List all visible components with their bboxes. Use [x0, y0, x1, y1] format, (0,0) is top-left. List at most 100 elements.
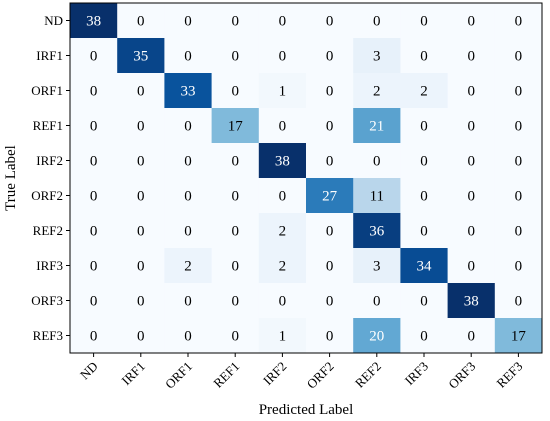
x-tick-label: REF2 — [352, 359, 384, 391]
cell-value-label: 27 — [322, 189, 338, 205]
cell-value-label: 0 — [420, 189, 428, 205]
cell-value-label: 0 — [467, 189, 475, 205]
heatmap-cell — [494, 318, 543, 354]
heatmap-cell — [211, 178, 260, 214]
y-tick-label: REF1 — [33, 118, 63, 133]
heatmap-cell — [117, 178, 165, 214]
y-tick-label: IRF2 — [36, 153, 63, 168]
cell-value-label: 0 — [137, 119, 145, 135]
heatmap-cell — [447, 38, 496, 74]
heatmap-cell — [70, 248, 118, 284]
heatmap-cell — [164, 248, 213, 284]
heatmap-cell — [211, 143, 260, 179]
heatmap-cell — [211, 318, 260, 354]
cell-value-label: 0 — [279, 49, 287, 65]
heatmap-cell — [258, 3, 307, 39]
heatmap-cell — [70, 213, 118, 249]
heatmap-cell — [211, 73, 260, 109]
cell-value-label: 11 — [370, 189, 384, 205]
heatmap-cell — [306, 38, 354, 74]
heatmap-cell — [447, 143, 496, 179]
heatmap-cell — [306, 3, 354, 39]
cell-value-label: 17 — [228, 119, 244, 135]
y-tick-label: IRF3 — [36, 258, 63, 273]
heatmap-cell — [400, 108, 449, 144]
heatmap-cell — [211, 283, 260, 319]
cell-value-label: 21 — [369, 119, 384, 135]
cell-value-label: 0 — [467, 49, 475, 65]
x-tick-label: REF3 — [493, 359, 525, 391]
heatmap-cell — [494, 3, 543, 39]
cell-value-label: 0 — [515, 294, 523, 310]
cell-value-label: 0 — [137, 294, 145, 310]
cell-value-label: 0 — [137, 329, 145, 345]
cell-value-label: 2 — [420, 84, 428, 100]
cell-value-label: 0 — [137, 189, 145, 205]
cell-value-label: 0 — [137, 154, 145, 170]
cell-value-label: 0 — [184, 119, 192, 135]
cell-value-label: 0 — [515, 84, 523, 100]
cell-value-label: 0 — [184, 189, 192, 205]
cell-value-label: 34 — [417, 259, 433, 275]
cell-value-label: 0 — [231, 84, 239, 100]
heatmap-cell — [494, 283, 543, 319]
heatmap-cell — [400, 178, 449, 214]
cell-value-label: 2 — [184, 259, 192, 275]
heatmap-cell — [258, 178, 307, 214]
heatmap-cell — [164, 73, 213, 109]
heatmap-cell — [494, 38, 543, 74]
cell-value-label: 0 — [326, 224, 334, 240]
heatmap-cell — [117, 318, 165, 354]
heatmap-cell — [306, 73, 354, 109]
heatmap-cell — [117, 248, 165, 284]
cell-value-label: 0 — [279, 119, 287, 135]
heatmap-cell — [164, 143, 213, 179]
cell-value-label: 0 — [90, 154, 98, 170]
cell-value-label: 0 — [137, 84, 145, 100]
cell-value-label: 0 — [90, 329, 98, 345]
x-tick-label: ND — [77, 359, 101, 383]
cell-value-label: 0 — [184, 294, 192, 310]
cell-value-label: 1 — [279, 84, 287, 100]
heatmap-cell — [447, 213, 496, 249]
x-tick-label: ORF3 — [445, 359, 478, 392]
cell-value-label: 0 — [231, 154, 239, 170]
x-tick-label: IRF2 — [260, 359, 290, 389]
cell-value-label: 0 — [90, 119, 98, 135]
heatmap-cell — [258, 213, 307, 249]
heatmap-cell — [164, 318, 213, 354]
heatmap-cell — [400, 248, 449, 284]
x-tick-label: ORF2 — [304, 359, 337, 392]
cell-value-label: 0 — [515, 224, 523, 240]
heatmap-cell — [164, 283, 213, 319]
heatmap-cell — [258, 108, 307, 144]
heatmap-cell — [494, 248, 543, 284]
heatmap-cell — [400, 38, 449, 74]
heatmap-cell — [494, 73, 543, 109]
heatmap-cell — [353, 283, 401, 319]
heatmap-cell — [258, 73, 307, 109]
heatmap-cell — [494, 143, 543, 179]
cell-value-label: 0 — [467, 329, 475, 345]
heatmap-cell — [447, 73, 496, 109]
cell-value-label: 38 — [275, 154, 290, 170]
cell-value-label: 35 — [133, 49, 148, 65]
cell-value-label: 0 — [137, 14, 145, 30]
heatmap-cell — [117, 108, 165, 144]
cell-value-label: 33 — [181, 84, 196, 100]
heatmap-cell — [400, 3, 449, 39]
y-tick-label: ORF1 — [31, 83, 63, 98]
heatmap-cell — [70, 73, 118, 109]
cell-value-label: 0 — [90, 224, 98, 240]
cell-value-label: 0 — [326, 329, 334, 345]
y-tick-label: IRF1 — [36, 48, 63, 63]
cell-value-label: 36 — [369, 224, 385, 240]
cell-value-label: 0 — [515, 14, 523, 30]
heatmap-cell — [447, 178, 496, 214]
heatmap-cell — [117, 283, 165, 319]
x-axis-label: Predicted Label — [259, 402, 354, 418]
heatmap-cell — [70, 108, 118, 144]
y-tick-labels: ND IRF1 ORF1 REF1 IRF2 ORF2 REF2 IRF3 ORF3 REF3 — [31, 13, 70, 343]
heatmap-cell — [211, 38, 260, 74]
cell-value-label: 3 — [373, 49, 381, 65]
